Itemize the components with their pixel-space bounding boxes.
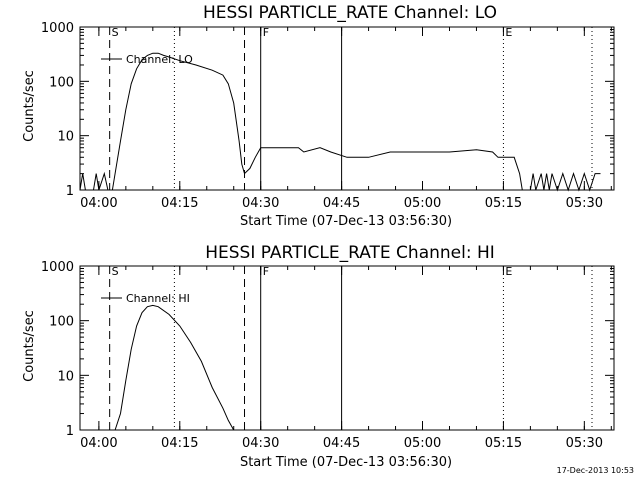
y-tick-label: 10 — [57, 369, 74, 384]
plot-frame-hi — [79, 265, 615, 431]
y-tick-label: 10 — [57, 130, 74, 145]
panel-hi: HESSI PARTICLE_RATE Channel: HI Counts/s… — [22, 243, 615, 470]
marker-label: E — [505, 265, 512, 278]
series-hi — [114, 304, 235, 431]
marker-label: S — [112, 265, 119, 278]
x-tick-label: 04:15 — [161, 196, 198, 211]
panel-lo: HESSI PARTICLE_RATE Channel: LO Counts/s… — [22, 3, 615, 229]
y-axis-label-hi: Counts/sec — [22, 310, 37, 382]
marker-label: E — [505, 26, 512, 39]
x-tick-label: 04:15 — [161, 436, 198, 451]
series-line — [114, 304, 235, 431]
y-tick-label: 100 — [49, 75, 74, 90]
x-tick-label: 05:00 — [404, 196, 441, 211]
y-tick-label: 1000 — [41, 260, 74, 275]
x-tick-label: 04:30 — [242, 436, 279, 451]
chart-title-lo: HESSI PARTICLE_RATE Channel: LO — [203, 3, 497, 23]
x-tick-label: 04:45 — [323, 436, 360, 451]
y-tick-label: 100 — [49, 315, 74, 330]
ticks-lo: 04:00 04:15 04:30 04:45 05:00 05:15 05:30 1 10 10… — [41, 21, 614, 211]
x-axis-label-lo: Start Time (07-Dec-13 03:56:30) — [240, 214, 452, 229]
y-tick-label: 1000 — [41, 21, 74, 36]
marker-label: F — [263, 26, 269, 39]
timestamp-footer: 17-Dec-2013 10:53 — [556, 466, 634, 475]
legend-label-lo: Channel: LO — [126, 53, 193, 66]
y-tick-label: 1 — [66, 424, 74, 439]
x-tick-label: 05:15 — [485, 196, 522, 211]
x-tick-label: 04:00 — [80, 196, 117, 211]
y-tick-label: 1 — [66, 184, 74, 199]
series-line — [79, 52, 601, 192]
x-tick-label: 04:45 — [323, 196, 360, 211]
marker-label: F — [263, 265, 269, 278]
x-tick-label: 05:15 — [485, 436, 522, 451]
x-tick-label: 04:00 — [80, 436, 117, 451]
ticks-hi: 04:00 04:15 04:30 04:45 05:00 05:15 05:30 1 10 10… — [41, 260, 614, 451]
x-tick-label: 05:30 — [566, 196, 603, 211]
x-tick-label: 05:30 — [566, 436, 603, 451]
legend-label-hi: Channel: HI — [126, 292, 190, 305]
x-axis-label-hi: Start Time (07-Dec-13 03:56:30) — [240, 455, 452, 470]
marker-label: S — [112, 26, 119, 39]
x-tick-label: 04:30 — [242, 196, 279, 211]
y-axis-label-lo: Counts/sec — [22, 70, 37, 142]
series-lo — [79, 52, 601, 192]
x-tick-label: 05:00 — [404, 436, 441, 451]
plot-frame-lo — [79, 26, 615, 191]
chart-title-hi: HESSI PARTICLE_RATE Channel: HI — [205, 243, 495, 263]
